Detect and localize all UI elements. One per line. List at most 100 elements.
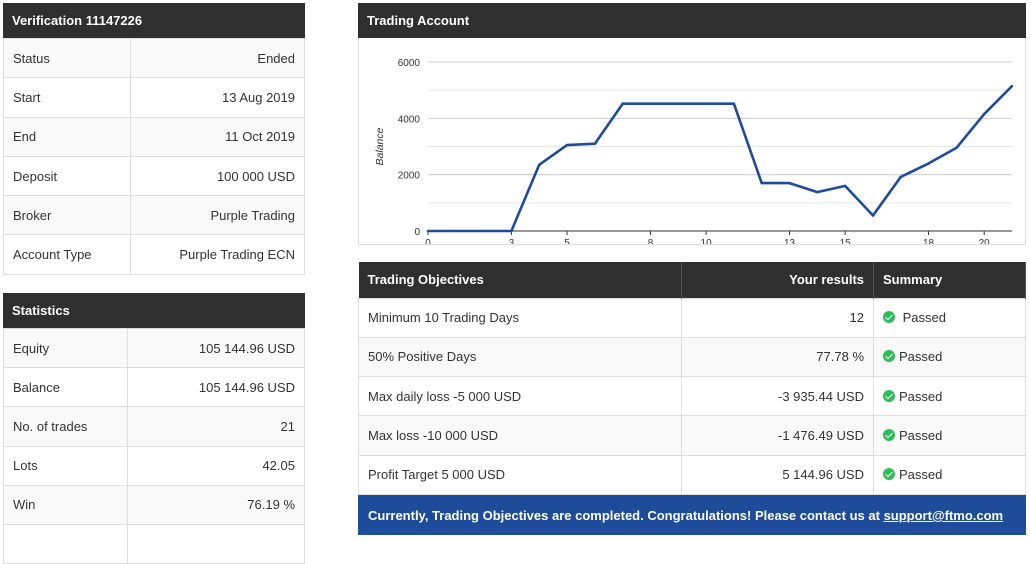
chart-x-tick-label: 10: [701, 238, 713, 244]
chart-data-point: [982, 112, 986, 116]
row-label: Account Type: [3, 234, 131, 275]
statistics-table: Equity 105 144.96 USD Balance 105 144.96 U…: [3, 327, 305, 564]
objective-name: Minimum 10 Trading Days: [358, 297, 682, 338]
table-row: Profit Target 5 000 USD 5 144.96 USD Pas…: [358, 454, 1026, 495]
check-circle-icon: [883, 468, 895, 481]
row-value: Ended: [130, 37, 305, 79]
table-row: Start 13 Aug 2019: [3, 77, 305, 118]
verification-title: Verification 11147226: [3, 3, 305, 38]
table-row: End 11 Oct 2019: [3, 116, 305, 157]
trading-account-title: Trading Account: [358, 3, 1026, 38]
row-value: 42.05: [127, 445, 305, 486]
objective-name: Max loss -10 000 USD: [358, 415, 682, 456]
chart-y-tick-label: 4000: [398, 114, 421, 125]
row-value: 13 Aug 2019: [130, 77, 305, 118]
chart-data-point: [788, 181, 791, 185]
statistics-title: Statistics: [3, 293, 305, 328]
chart-y-tick-label: 6000: [398, 58, 421, 69]
chart-data-point: [955, 146, 958, 150]
chart-y-tick-label: 2000: [398, 171, 421, 182]
objective-result: 5 144.96 USD: [681, 454, 874, 495]
chart-data-point: [760, 181, 763, 185]
chart-data-point: [1010, 84, 1014, 88]
table-row: Lots 42.05: [3, 445, 305, 486]
objective-name: 50% Positive Days: [358, 336, 682, 378]
objective-result: -3 935.44 USD: [681, 376, 874, 417]
row-label: Broker: [3, 195, 131, 236]
table-row: Win 76.19 %: [3, 484, 305, 525]
objective-summary: Passed: [873, 415, 1026, 456]
chart-x-tick-label: 20: [979, 238, 991, 244]
chart-data-point: [927, 162, 930, 165]
chart-x-tick-label: 13: [784, 238, 796, 244]
chart-data-point: [649, 102, 652, 105]
row-label: [3, 523, 128, 564]
check-circle-icon: [883, 311, 895, 324]
objective-summary: Passed: [873, 376, 1026, 417]
row-label: Balance: [3, 367, 128, 408]
row-value: 105 144.96 USD: [127, 327, 305, 369]
chart-data-point: [426, 229, 430, 233]
chart-x-tick-label: 15: [840, 238, 852, 244]
verification-panel: Verification 11147226 Status Ended Start 1…: [3, 3, 305, 275]
chart-data-point: [843, 184, 847, 188]
balance-chart: 020004000600003581013151820Number of tra…: [374, 58, 1014, 244]
table-row: Max daily loss -5 000 USD -3 935.44 USD …: [358, 376, 1026, 417]
header-results: Your results: [681, 262, 874, 298]
chart-x-tick-label: 8: [648, 238, 654, 244]
row-value: 76.19 %: [127, 484, 305, 525]
chart-data-point: [593, 142, 597, 145]
objective-name: Max daily loss -5 000 USD: [358, 376, 682, 417]
chart-data-point: [899, 175, 902, 179]
table-row: Balance 105 144.96 USD: [3, 367, 305, 408]
table-row: Broker Purple Trading: [3, 195, 305, 236]
chart-data-point: [732, 102, 736, 105]
table-row: Account Type Purple Trading ECN: [3, 234, 305, 275]
row-value: 11 Oct 2019: [130, 116, 305, 157]
table-row: Deposit 100 000 USD: [3, 155, 305, 197]
chart-data-point: [565, 143, 569, 147]
header-objective: Trading Objectives: [358, 262, 682, 298]
row-label: Deposit: [3, 155, 131, 197]
objectives-table: Trading Objectives Your results Summary …: [358, 262, 1026, 495]
table-row: Max loss -10 000 USD -1 476.49 USD Passe…: [358, 415, 1026, 456]
objective-name: Profit Target 5 000 USD: [358, 454, 682, 495]
chart-data-point: [510, 229, 513, 233]
objective-summary: Passed: [873, 454, 1026, 495]
row-label: Win: [3, 484, 128, 525]
chart-series-line-balance: [428, 85, 1013, 233]
objective-summary: Passed: [873, 297, 1026, 338]
row-label: Start: [3, 77, 131, 118]
chart-y-axis-label: Balance: [374, 127, 386, 165]
chart-x-tick-label: 18: [923, 238, 935, 244]
objectives-header-row: Trading Objectives Your results Summary: [358, 262, 1026, 298]
row-label: End: [3, 116, 131, 157]
summary-text: Passed: [899, 388, 943, 404]
header-summary: Summary: [873, 262, 1026, 298]
row-label: Equity: [3, 327, 128, 369]
objective-result: -1 476.49 USD: [681, 415, 874, 456]
objective-result: 77.78 %: [681, 336, 874, 378]
row-value: Purple Trading: [130, 195, 305, 236]
support-email-link[interactable]: support@ftmo.com: [883, 507, 1004, 523]
statistics-panel: Statistics Equity 105 144.96 USD Balance 1…: [3, 293, 305, 564]
chart-x-tick-label: 3: [509, 238, 515, 244]
chart-data-point: [871, 214, 875, 217]
chart-data-point: [816, 190, 819, 194]
row-label: No. of trades: [3, 406, 128, 447]
chart-x-tick-label: 5: [564, 238, 570, 244]
row-value: Purple Trading ECN: [130, 234, 305, 275]
completion-banner: Currently, Trading Objectives are comple…: [358, 494, 1026, 535]
objective-result: 12: [681, 297, 874, 338]
verification-table: Status Ended Start 13 Aug 2019 End 11 Oct 2…: [3, 37, 305, 275]
objectives-panel: Trading Objectives Your results Summary …: [358, 262, 1026, 535]
row-label: Status: [3, 37, 131, 79]
objective-summary: Passed: [873, 336, 1026, 378]
chart-data-point: [677, 102, 680, 105]
table-row: No. of trades 21: [3, 406, 305, 447]
row-label: Lots: [3, 445, 128, 486]
chart-x-tick-label: 0: [425, 238, 431, 244]
chart-data-point: [621, 102, 624, 105]
chart-data-point: [454, 229, 458, 233]
row-value: [127, 523, 305, 564]
